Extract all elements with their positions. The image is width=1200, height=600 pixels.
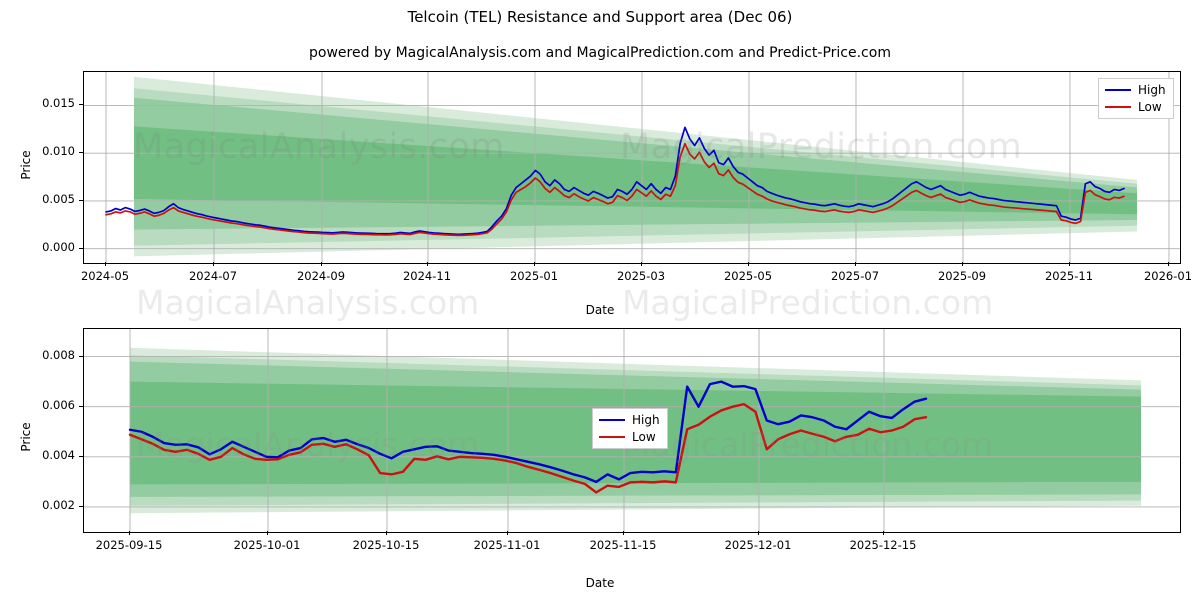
y-tick-mark (79, 104, 83, 106)
overview-x-axis-label: Date (585, 303, 615, 317)
y-tick-label: 0.008 (42, 347, 75, 362)
x-tick-label: 2025-05 (723, 269, 773, 283)
x-tick-label: 2025-10-15 (352, 538, 420, 552)
x-tick-mark (748, 262, 749, 266)
watermark-bottom-right: MagicalPrediction.com (622, 425, 994, 464)
series-line-low (105, 142, 1125, 237)
x-tick-label: 2025-11 (1044, 269, 1094, 283)
x-tick-mark (641, 262, 642, 266)
zoom-chart-panel: Price Date High Low 0.002 0.004 0.006 0.008 2… (0, 320, 1200, 600)
page-title: Telcoin (TEL) Resistance and Support are… (407, 8, 793, 26)
x-tick-mark (1069, 262, 1070, 266)
series-line-high (105, 126, 1125, 236)
legend-item-high: High (1105, 83, 1166, 97)
legend-swatch-high (1105, 89, 1131, 91)
legend-label: High (632, 413, 660, 427)
x-tick-label: 2024-05 (80, 269, 130, 283)
y-tick-label: 0.000 (42, 239, 75, 254)
x-tick-mark (883, 531, 884, 535)
x-tick-mark (507, 531, 508, 535)
x-tick-label: 2024-11 (402, 269, 452, 283)
x-tick-mark (321, 262, 322, 266)
legend-swatch-high (599, 419, 625, 421)
x-tick-mark (534, 262, 535, 266)
x-tick-mark (623, 531, 624, 535)
zoom-legend: High Low (592, 408, 668, 449)
x-tick-mark (427, 262, 428, 266)
y-tick-mark (79, 152, 83, 154)
x-tick-mark (267, 531, 268, 535)
legend-swatch-low (599, 436, 625, 438)
x-tick-label: 2025-10-01 (233, 538, 301, 552)
x-tick-label: 2025-09 (937, 269, 987, 283)
x-tick-label: 2024-07 (188, 269, 238, 283)
x-tick-mark (758, 531, 759, 535)
x-tick-label: 2025-12-01 (724, 538, 792, 552)
x-tick-mark (386, 531, 387, 535)
overview-chart-panel: Price Date High Low 0.000 0.005 0.010 0.015 2… (19, 71, 1193, 317)
y-tick-label: 0.005 (42, 191, 75, 206)
x-tick-mark (1168, 262, 1169, 266)
overview-plot-area (83, 71, 1181, 264)
x-tick-mark (213, 262, 214, 266)
watermark-mid-left: MagicalAnalysis.com (136, 283, 480, 322)
band-core (134, 126, 1137, 215)
x-tick-label: 2025-11-15 (589, 538, 657, 552)
page-subtitle: powered by MagicalAnalysis.com and Magic… (309, 45, 891, 61)
x-tick-label: 2025-01 (509, 269, 559, 283)
legend-label: Low (1138, 100, 1162, 114)
y-tick-label: 0.006 (42, 397, 75, 412)
x-tick-label: 2025-03 (616, 269, 666, 283)
y-tick-label: 0.002 (42, 497, 75, 512)
x-tick-label: 2024-09 (296, 269, 346, 283)
y-tick-mark (79, 505, 83, 507)
y-tick-mark (79, 355, 83, 357)
overview-legend: High Low (1098, 78, 1174, 119)
y-tick-label: 0.015 (42, 96, 75, 111)
y-tick-mark (79, 199, 83, 201)
y-tick-label: 0.010 (42, 144, 75, 159)
legend-item-low: Low (1105, 100, 1166, 114)
watermark-bottom-left: MagicalAnalysis.com (136, 425, 480, 464)
x-tick-mark (962, 262, 963, 266)
x-tick-label: 2025-11-01 (473, 538, 541, 552)
x-tick-label: 2025-09-15 (95, 538, 163, 552)
y-tick-mark (79, 405, 83, 407)
x-tick-mark (129, 531, 130, 535)
series-line-high (128, 380, 928, 484)
x-tick-label: 2025-12-15 (849, 538, 917, 552)
legend-label: Low (632, 430, 656, 444)
y-tick-mark (79, 455, 83, 457)
watermark-mid-right: MagicalPrediction.com (622, 283, 994, 322)
legend-swatch-low (1105, 106, 1131, 108)
y-tick-label: 0.004 (42, 447, 75, 462)
y-tick-mark (79, 247, 83, 249)
x-tick-label: 2025-07 (830, 269, 880, 283)
legend-label: High (1138, 83, 1166, 97)
x-tick-label: 2026-01 (1143, 269, 1193, 283)
x-tick-mark (855, 262, 856, 266)
legend-item-high: High (599, 413, 660, 427)
series-line-low (128, 402, 928, 494)
legend-item-low: Low (599, 430, 660, 444)
x-tick-mark (105, 262, 106, 266)
zoom-x-axis-label: Date (585, 576, 615, 590)
